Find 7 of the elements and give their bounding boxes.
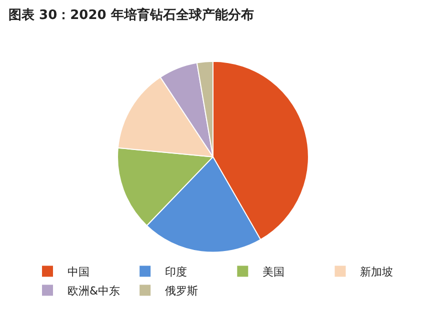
chart-title: 图表 30：2020 年培育钻石全球产能分布: [8, 6, 254, 23]
legend-label: 新加坡: [360, 266, 394, 279]
legend-label: 美国: [262, 266, 285, 279]
legend-label: 俄罗斯: [165, 284, 198, 298]
legend-label: 中国: [68, 266, 90, 279]
legend-label: 欧洲&中东: [68, 284, 120, 298]
legend-label: 印度: [165, 266, 188, 279]
